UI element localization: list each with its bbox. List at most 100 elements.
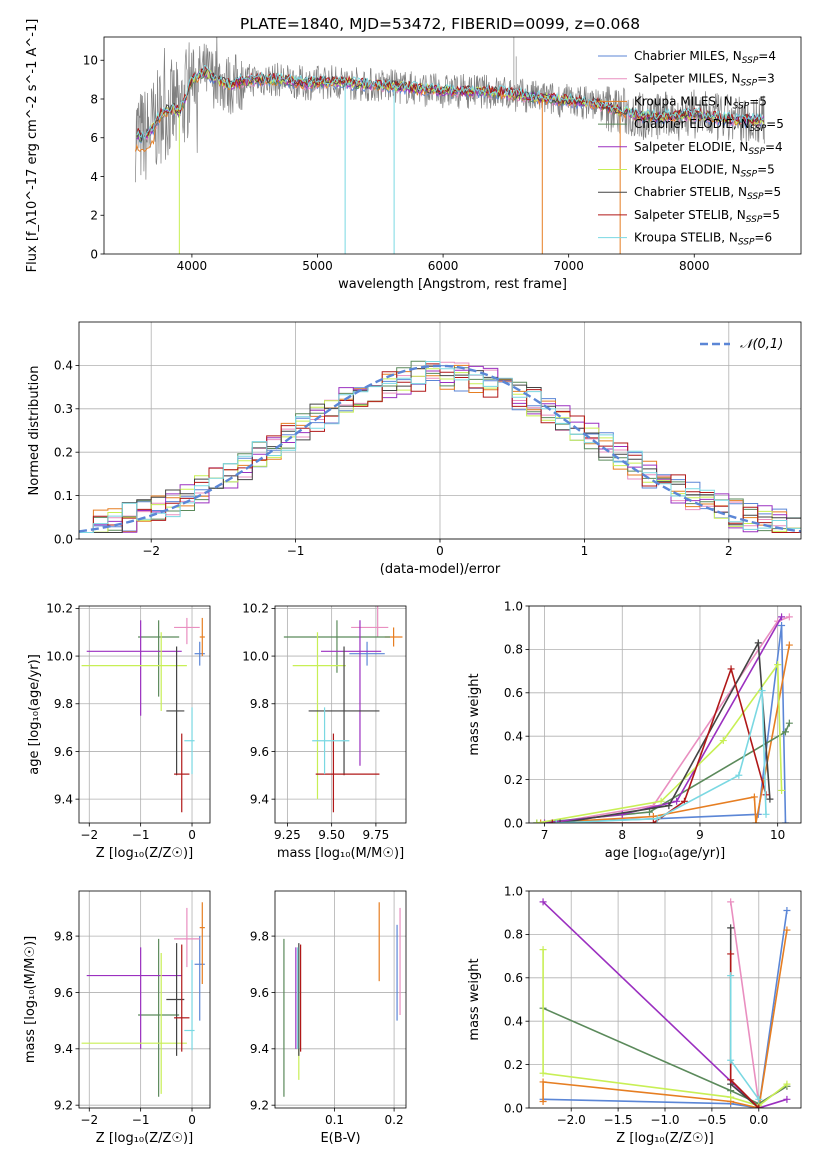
axes-frame [78,605,211,824]
gaussian-curve [79,364,801,533]
x-tick-label: 1 [581,544,589,558]
y-tick-label: 10 [83,54,98,68]
axes: 7 8 9 10 0.0 0.2 0.4 0.6 0.8 1.0 age [log₁₀(age/yr… [467,599,802,861]
weight-series-orange [540,644,791,823]
y-tick-label: 9.8 [250,697,269,711]
y-tick-label: 0.8 [504,643,523,657]
x-tick-label: 0 [188,1113,196,1127]
weight-marker [727,1093,735,1101]
grid [275,891,406,1108]
x-tick-label: −2.0 [557,1113,586,1127]
axes: −2 −1 0 9.4 9.6 9.8 10.0 10.2 Z [log₁₀(Z/Z☉)] age… [27,602,211,861]
axes-frame [274,605,407,824]
y-tick-label: 9.2 [250,1098,269,1112]
weight-marker [727,950,735,958]
weight-series-cyan [729,975,760,1100]
weight-marker [783,926,791,934]
y-axis-label: Flux [f_λ10^-17 erg cm^-2 s^-1 A^-1] [25,19,40,273]
weight-marker [657,797,665,805]
x-tick-label: −0.5 [697,1113,726,1127]
y-tick-label: 0.2 [54,446,73,460]
axes-frame [528,890,802,1109]
x-tick-label: 8 [618,828,626,842]
weight-marker [727,972,735,980]
x-tick-label: 9.50 [318,828,345,842]
weight-marker [778,613,786,621]
grid [79,606,210,823]
plot-area [79,360,801,533]
weight-series-blue [543,910,788,1108]
axes-frame [78,890,211,1109]
legend-entry: Salpeter STELIB, NSSP=5 [634,208,780,225]
axes: 4000 5000 6000 7000 8000 0 2 4 6 8 10 wavelength [A… [25,19,802,292]
weight-series-red [729,953,760,1108]
y-tick-label: 1.0 [504,884,523,898]
panel-6: −2 −1 0 9.2 9.4 9.6 9.8 Z [log₁₀(Z/Z☉)] mass [lo… [23,890,211,1146]
histogram-dark [79,365,801,533]
x-tick-label: −1 [132,828,150,842]
y-axis-label: mass [log₁₀(M/M☉)] [23,936,38,1063]
x-tick-label: −2 [80,1113,98,1127]
axes: −2 −1 0 1 2 0.0 0.1 0.2 0.3 0.4 (data-model)/error… [27,321,802,577]
legend-entry: Kroupa MILES, NSSP=5 [634,94,767,111]
weight-marker [727,665,735,673]
y-tick-label: 9.4 [250,792,269,806]
y-tick-label: 0.3 [54,402,73,416]
y-tick-label: 0.0 [54,532,73,546]
axes-frame [78,321,802,540]
y-tick-label: 9.6 [54,986,73,1000]
weight-marker [653,815,661,823]
x-tick-label: 2 [725,544,733,558]
x-tick-label: −2 [80,828,98,842]
weight-marker [783,1095,791,1103]
weight-marker [785,719,793,727]
y-tick-label: 0.2 [504,1058,523,1072]
weight-marker [665,802,673,810]
weight-marker [774,661,782,669]
x-axis-label: age [log₁₀(age/yr)] [605,846,726,861]
weight-marker [539,898,547,906]
x-axis-label: Z [log₁₀(Z/Z☉)] [96,846,193,861]
weight-marker [781,728,789,736]
weight-marker [539,1078,547,1086]
axes-frame [528,605,802,824]
y-tick-label: 0.0 [504,1101,523,1115]
weight-series-green [536,722,791,823]
weight-marker [539,1097,547,1105]
weight-marker [539,946,547,954]
weight-marker [537,819,545,823]
weight-marker [645,808,653,816]
y-tick-label: 2 [90,209,98,223]
y-axis-label: Normed distribution [27,366,42,496]
weight-marker [758,687,766,695]
legend-entry: Salpeter MILES, NSSP=3 [634,72,775,89]
weight-marker [754,639,762,647]
y-tick-label: 9.6 [250,986,269,1000]
y-tick-label: 10.0 [242,649,269,663]
x-tick-label: 0 [188,828,196,842]
plot-area [539,898,791,1108]
x-tick-label: 0 [436,544,444,558]
x-tick-label: −1.0 [650,1113,679,1127]
axes: 9.25 9.50 9.75 9.4 9.6 9.8 10.0 10.2 mass [log₁₀… [242,602,407,861]
y-tick-label: 9.2 [54,1098,73,1112]
axes: −2.0 −1.5 −1.0 −0.5 0.0 0.0 0.2 0.4 0.6 0.8 1.0 Z [… [467,884,802,1146]
weight-marker [755,1095,763,1103]
grid [79,891,210,1108]
y-tick-label: 0.6 [504,971,523,985]
y-tick-label: 0.6 [504,686,523,700]
weight-marker [762,810,770,818]
legend-entry: Chabrier ELODIE, NSSP=5 [634,117,784,134]
weight-marker [727,1087,735,1095]
legend-entry: Chabrier STELIB, NSSP=5 [634,185,781,202]
figure-title: PLATE=1840, MJD=53472, FIBERID=0099, z=0… [240,15,640,33]
x-tick-label: 6000 [428,259,459,273]
grid [275,606,406,823]
weight-marker [727,924,735,932]
legend-entry: Chabrier MILES, NSSP=4 [634,49,776,66]
panel-7: 0.1 0.2 9.2 9.4 9.6 9.8 E(B-V) [250,890,407,1146]
x-axis-label: Z [log₁₀(Z/Z☉)] [616,1131,713,1146]
x-tick-label: 10 [770,828,785,842]
x-tick-label: 0.1 [325,1113,344,1127]
